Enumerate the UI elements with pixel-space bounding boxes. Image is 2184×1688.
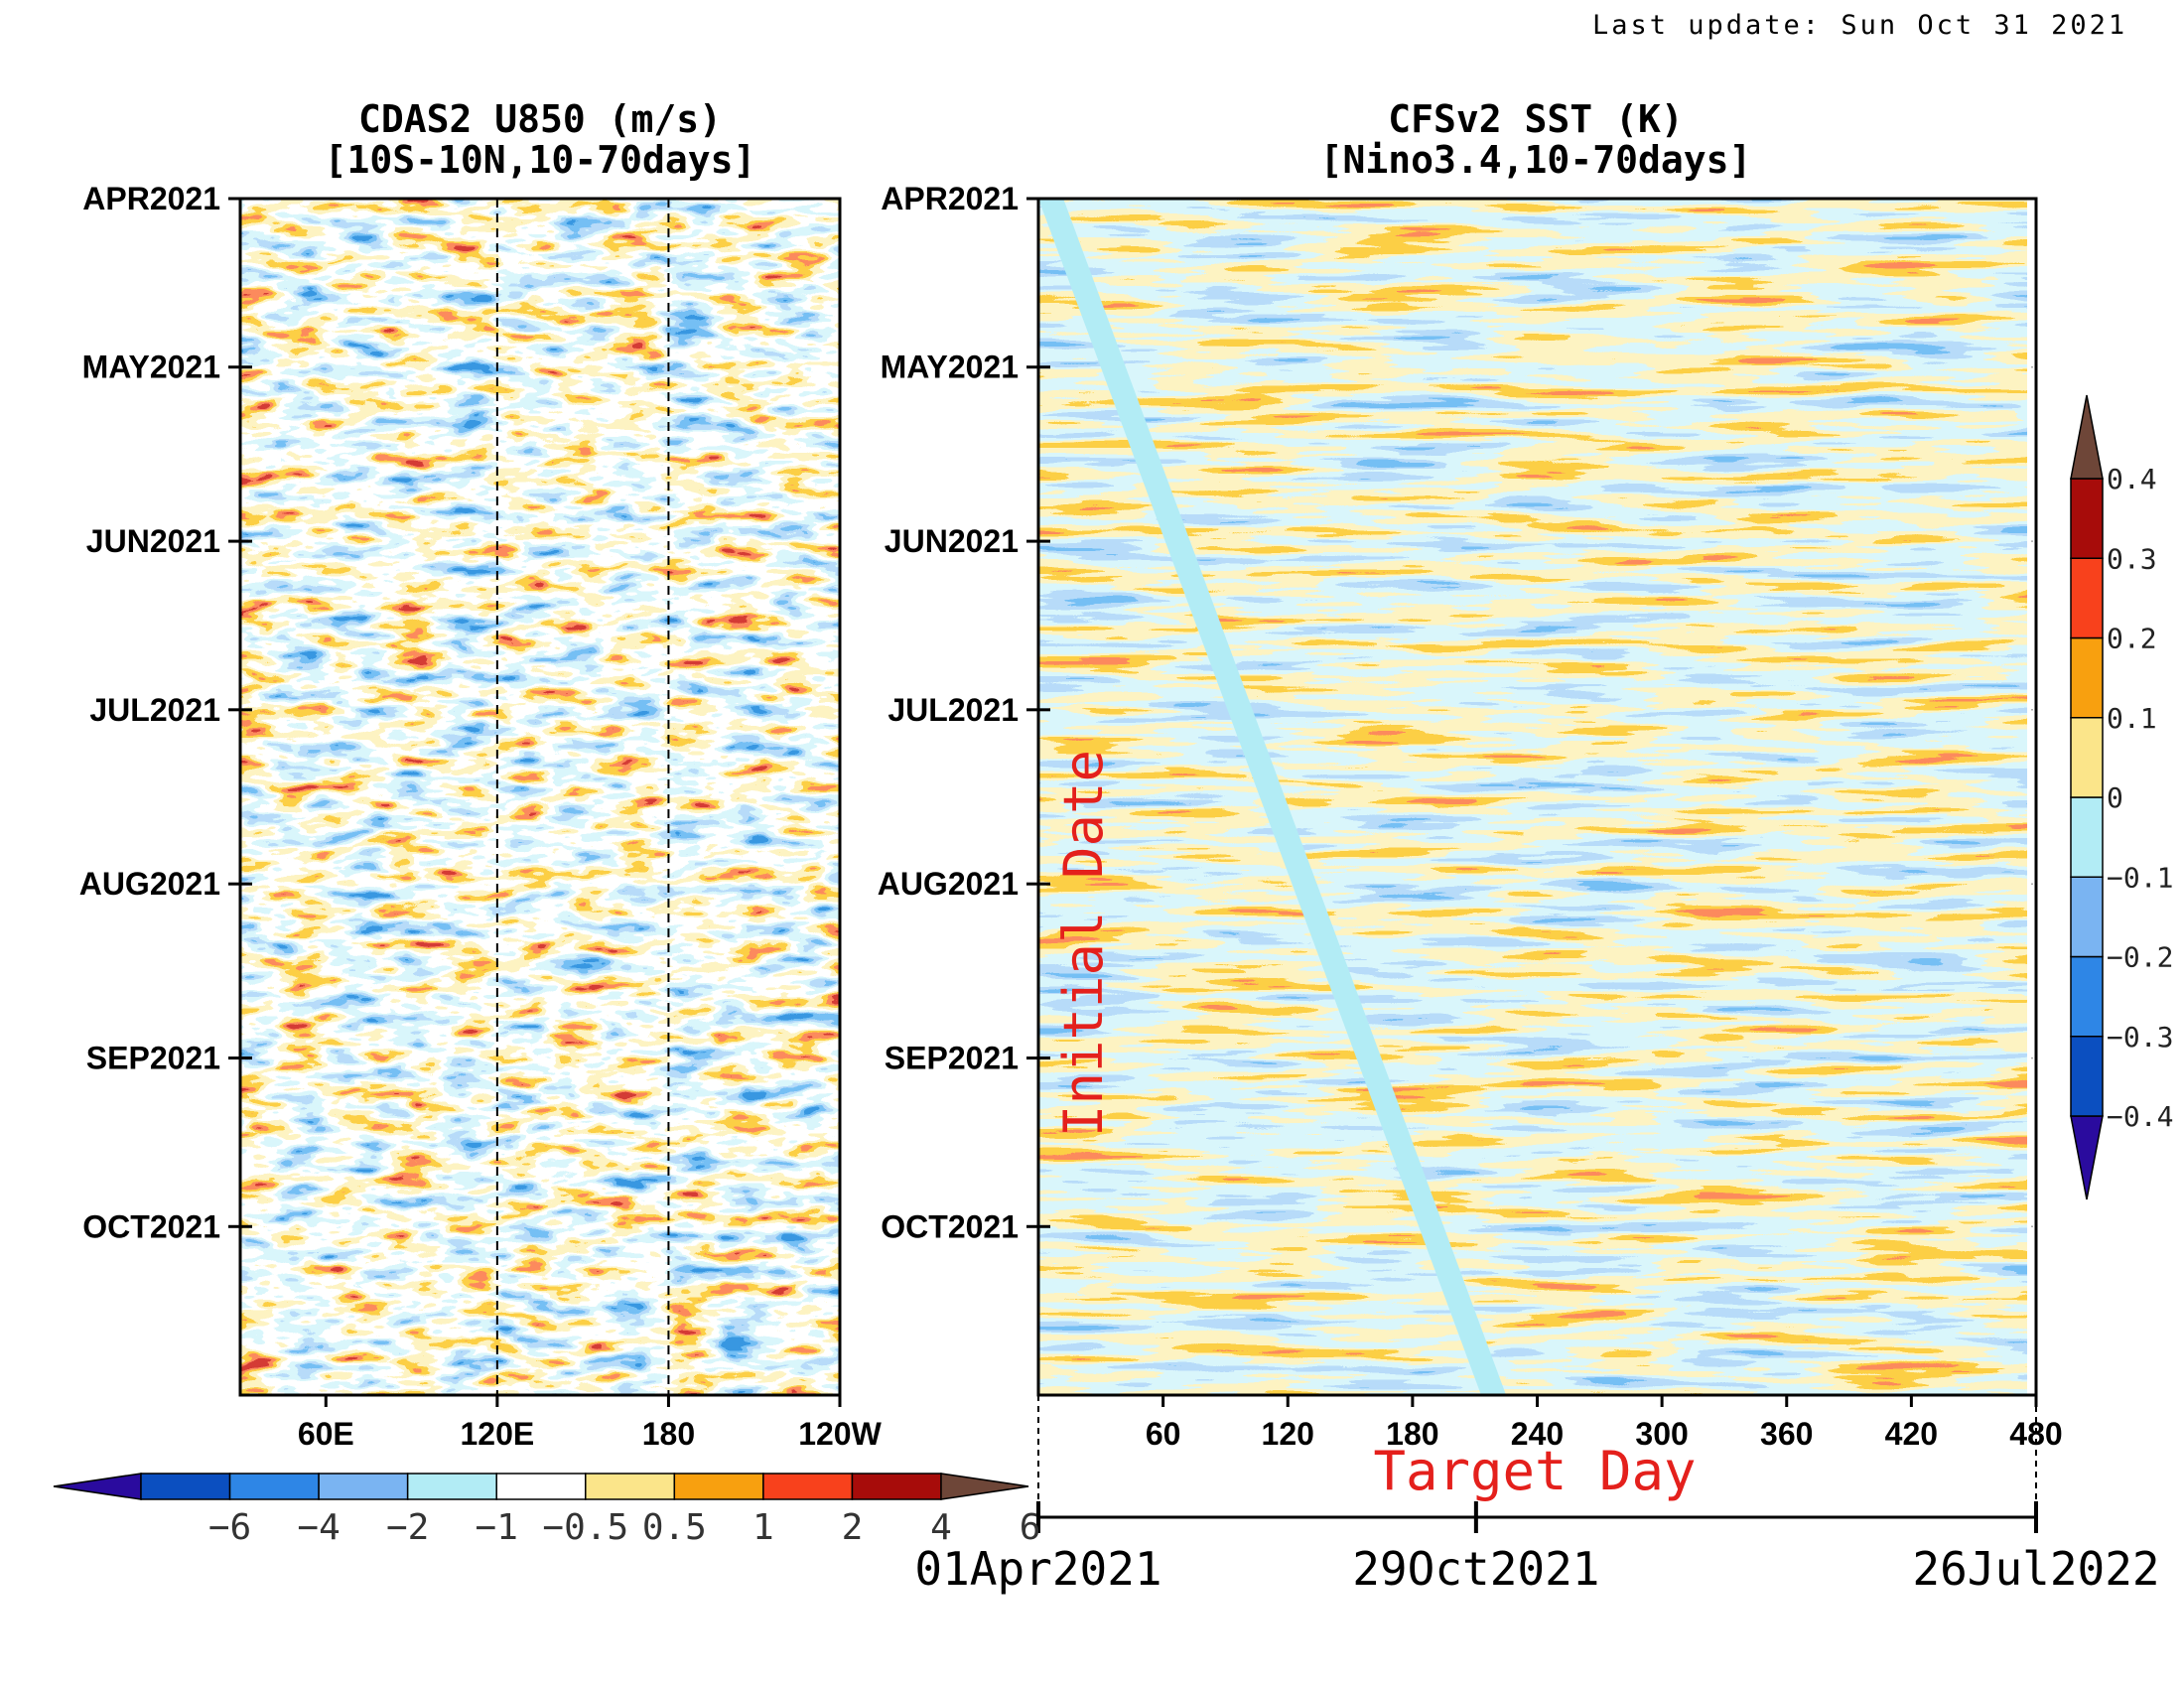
x-tick-label: 120 [1262, 1416, 1314, 1452]
x-tick-label: 240 [1511, 1416, 1564, 1452]
colorbar-label: 0.3 [2107, 542, 2157, 575]
colorbar-label: −0.1 [2107, 861, 2173, 894]
colorbar-swatch [2070, 636, 2104, 719]
colorbar-label: −4 [297, 1507, 340, 1548]
x-tick-label: 180 [1386, 1416, 1438, 1452]
y-tick-label: JUN2021 [885, 523, 1019, 559]
x-tick-label: 120W [798, 1416, 882, 1452]
y-tick-label: AUG2021 [79, 866, 220, 902]
colorbar-swatch [851, 1473, 942, 1500]
x-tick-label: 60 [1146, 1416, 1181, 1452]
colorbar-swatch [228, 1473, 320, 1500]
target-day-label: Target Day [1373, 1440, 1696, 1502]
u850-title: CDAS2 U850 (m/s) [358, 97, 722, 141]
colorbar-swatch [2070, 478, 2104, 559]
colorbar-swatch [585, 1473, 676, 1500]
colorbar-label: −0.5 [542, 1507, 628, 1548]
sst-forecast-edge [1038, 199, 1507, 1395]
colorbar-swatch [2070, 876, 2104, 958]
sst-colorbar: −0.4 −0.3 −0.2 −0.1 0 0.1 0.2 0.3 0.4 [2070, 394, 2173, 1200]
colorbar-label: 0.2 [2107, 623, 2157, 655]
x-tick-label: 360 [1760, 1416, 1813, 1452]
sst-title: CFSv2 SST (K) [1388, 97, 1683, 141]
colorbar-label: 4 [930, 1507, 952, 1548]
x-tick-label: 180 [642, 1416, 695, 1452]
y-tick-label: SEP2021 [86, 1041, 220, 1076]
y-tick-label: SEP2021 [885, 1041, 1019, 1076]
x-tick-label: 120E [460, 1416, 534, 1452]
colorbar-swatch [2070, 717, 2104, 798]
u850-frame [238, 197, 842, 1397]
colorbar-label: 1 [752, 1507, 774, 1548]
colorbar-swatch [406, 1473, 497, 1500]
colorbar-label: −1 [476, 1507, 518, 1548]
y-tick-label: APR2021 [881, 181, 1019, 216]
y-tick-label: JUL2021 [89, 692, 220, 728]
colorbar-swatch [318, 1473, 409, 1500]
colorbar-swatch [2070, 394, 2104, 480]
colorbar-label: 0.4 [2107, 463, 2157, 495]
x-tick-label: 60E [298, 1416, 354, 1452]
colorbar-label: 6 [1020, 1507, 1041, 1548]
colorbar-swatch [495, 1473, 587, 1500]
colorbar-swatch [673, 1473, 764, 1500]
u850-colorbar: −6 −4 −2 −1 −0.5 0.5 1 2 4 6 [53, 1473, 1041, 1548]
colorbar-label: 0.1 [2107, 702, 2157, 735]
colorbar-swatch [940, 1473, 1029, 1500]
u850-subtitle: [10S-10N,10-70days] [325, 138, 756, 182]
sst-subtitle: [Nino3.4,10-70days] [1320, 138, 1752, 182]
y-tick-label: OCT2021 [881, 1208, 1019, 1244]
colorbar-swatch [2070, 796, 2104, 878]
y-tick-label: JUL2021 [887, 692, 1019, 728]
colorbar-label: −6 [208, 1507, 251, 1548]
x-tick-label: 300 [1635, 1416, 1688, 1452]
colorbar-label: −0.3 [2107, 1021, 2173, 1054]
colorbar-swatch [762, 1473, 854, 1500]
y-tick-label: AUG2021 [878, 866, 1019, 902]
date-axis-label: 29Oct2021 [1352, 1542, 1599, 1596]
date-axis-label: 01Apr2021 [914, 1542, 1161, 1596]
colorbar-label: 0.5 [642, 1507, 707, 1548]
colorbar-swatch [140, 1473, 231, 1500]
colorbar-swatch [2070, 1036, 2104, 1117]
initial-date-label: Initial Date [1052, 750, 1115, 1137]
y-tick-label: JUN2021 [86, 523, 220, 559]
y-tick-label: MAY2021 [82, 350, 220, 385]
sst-forecast-band [1038, 199, 1980, 1395]
sst-panel: CFSv2 SST (K) [Nino3.4,10-70days] APR202… [878, 97, 2160, 1596]
colorbar-swatch [53, 1473, 142, 1500]
colorbar-swatch [2070, 1115, 2104, 1200]
last-update-text: Last update: Sun Oct 31 2021 [1592, 10, 2128, 41]
u850-field [240, 199, 840, 1395]
colorbar-label: −2 [386, 1507, 429, 1548]
colorbar-swatch [2070, 955, 2104, 1038]
x-tick-label: 420 [1885, 1416, 1938, 1452]
colorbar-swatch [2070, 557, 2104, 639]
colorbar-label: −0.4 [2107, 1100, 2173, 1133]
y-tick-label: OCT2021 [82, 1208, 220, 1244]
u850-panel: CDAS2 U850 (m/s) [10S-10N,10-70days] APR… [79, 97, 883, 1452]
y-tick-label: APR2021 [82, 181, 220, 216]
colorbar-label: 0 [2107, 781, 2123, 814]
y-tick-label: MAY2021 [881, 350, 1019, 385]
date-axis-label: 26Jul2022 [1912, 1542, 2159, 1596]
colorbar-label: 2 [842, 1507, 864, 1548]
colorbar-label: −0.2 [2107, 941, 2173, 974]
